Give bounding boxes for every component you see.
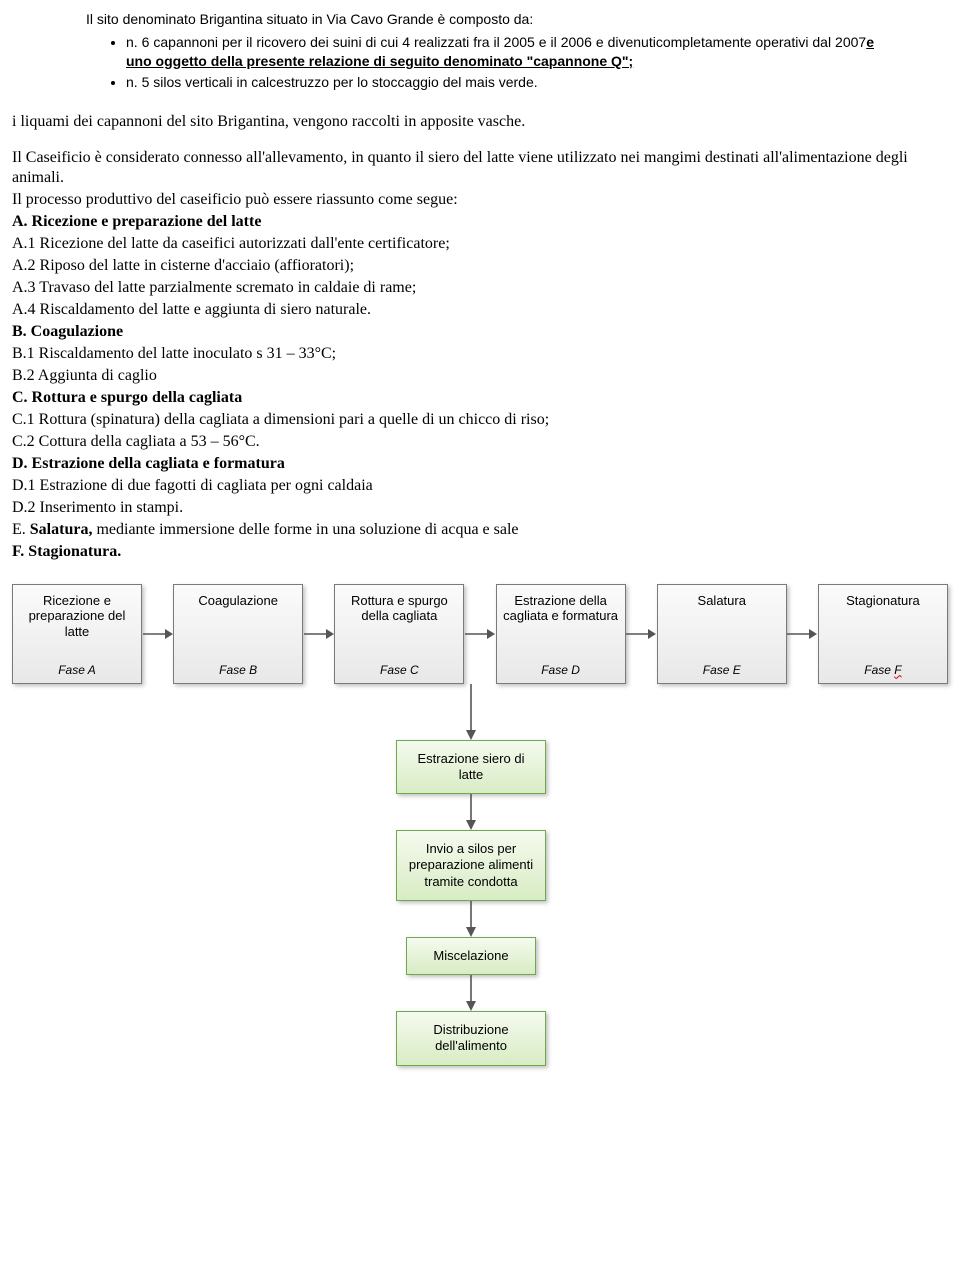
arrow-down-icon bbox=[463, 794, 479, 830]
arrow-right-icon bbox=[143, 584, 173, 684]
line-E: E. Salatura, mediante immersione delle f… bbox=[12, 520, 948, 540]
line-E-bold: Salatura, bbox=[30, 521, 93, 538]
line-A4: A.4 Riscaldamento del latte e aggiunta d… bbox=[12, 300, 948, 320]
para-processo: Il processo produttivo del caseificio pu… bbox=[12, 190, 948, 210]
phase-C-title: Rottura e spurgo della cagliata bbox=[341, 593, 457, 624]
site-bullets: n. 6 capannoni per il ricovero dei suini… bbox=[86, 33, 874, 92]
phase-F-label-pre: Fase bbox=[864, 663, 894, 677]
phase-D-title: Estrazione della cagliata e formatura bbox=[503, 593, 619, 624]
arrow-right-icon bbox=[465, 584, 495, 684]
phase-row: Ricezione e preparazione del latte Fase … bbox=[6, 584, 954, 684]
step-distribuzione: Distribuzione dell'alimento bbox=[396, 1011, 546, 1066]
section-B-heading: B. Coagulazione bbox=[12, 322, 948, 342]
section-F-heading: F. Stagionatura. bbox=[12, 542, 948, 562]
line-D1: D.1 Estrazione di due fagotti di cagliat… bbox=[12, 476, 948, 496]
arrow-right-icon bbox=[787, 584, 817, 684]
phase-box-E: Salatura Fase E bbox=[657, 584, 787, 684]
phase-F-label: Fase F bbox=[825, 663, 941, 677]
arrow-right-icon bbox=[626, 584, 656, 684]
phase-box-F: Stagionatura Fase F bbox=[818, 584, 948, 684]
line-E-post: mediante immersione delle forme in una s… bbox=[92, 521, 518, 538]
step-invio-silos: Invio a silos per preparazione alimenti … bbox=[396, 830, 546, 901]
phase-box-A: Ricezione e preparazione del latte Fase … bbox=[12, 584, 142, 684]
section-A-heading: A. Ricezione e preparazione del latte bbox=[12, 212, 948, 232]
site-intro: Il sito denominato Brigantina situato in… bbox=[86, 10, 874, 29]
section-C-heading: C. Rottura e spurgo della cagliata bbox=[12, 388, 948, 408]
line-A2: A.2 Riposo del latte in cisterne d'accia… bbox=[12, 256, 948, 276]
step-estrazione-siero: Estrazione siero di latte bbox=[396, 740, 546, 795]
para-liquami: i liquami dei capannoni del sito Brigant… bbox=[12, 112, 948, 132]
phase-D-label: Fase D bbox=[503, 663, 619, 677]
flowchart: Ricezione e preparazione del latte Fase … bbox=[6, 584, 954, 1066]
phase-C-label: Fase C bbox=[341, 663, 457, 677]
phase-box-B: Coagulazione Fase B bbox=[173, 584, 303, 684]
arrow-right-icon bbox=[304, 584, 334, 684]
step-miscelazione: Miscelazione bbox=[406, 937, 536, 975]
phase-box-C: Rottura e spurgo della cagliata Fase C bbox=[334, 584, 464, 684]
arrow-down-icon bbox=[463, 901, 479, 937]
bullet1-text-a: n. 6 capannoni per il ricovero dei suini… bbox=[126, 34, 866, 50]
phase-E-label: Fase E bbox=[664, 663, 780, 677]
bullet-capannoni: n. 6 capannoni per il ricovero dei suini… bbox=[126, 33, 874, 71]
phase-E-title: Salatura bbox=[664, 593, 780, 609]
line-E-pre: E. bbox=[12, 521, 30, 538]
phase-F-label-squiggle: F bbox=[894, 663, 901, 677]
phase-B-title: Coagulazione bbox=[180, 593, 296, 609]
arrow-down-icon bbox=[463, 684, 479, 740]
line-A1: A.1 Ricezione del latte da caseifici aut… bbox=[12, 234, 948, 254]
line-C1: C.1 Rottura (spinatura) della cagliata a… bbox=[12, 410, 948, 430]
para-caseificio: Il Caseificio è considerato connesso all… bbox=[12, 148, 948, 188]
down-branch: Estrazione siero di latte Invio a silos … bbox=[6, 684, 954, 1066]
site-description: Il sito denominato Brigantina situato in… bbox=[86, 10, 874, 92]
line-D2: D.2 Inserimento in stampi. bbox=[12, 498, 948, 518]
line-C2: C.2 Cottura della cagliata a 53 – 56°C. bbox=[12, 432, 948, 452]
phase-F-title: Stagionatura bbox=[825, 593, 941, 609]
line-A3: A.3 Travaso del latte parzialmente screm… bbox=[12, 278, 948, 298]
phase-A-label: Fase A bbox=[19, 663, 135, 677]
body-text: i liquami dei capannoni del sito Brigant… bbox=[12, 112, 948, 562]
arrow-down-icon bbox=[463, 975, 479, 1011]
line-B2: B.2 Aggiunta di caglio bbox=[12, 366, 948, 386]
line-B1: B.1 Riscaldamento del latte inoculato s … bbox=[12, 344, 948, 364]
phase-box-D: Estrazione della cagliata e formatura Fa… bbox=[496, 584, 626, 684]
section-D-heading: D. Estrazione della cagliata e formatura bbox=[12, 454, 948, 474]
bullet-silos: n. 5 silos verticali in calcestruzzo per… bbox=[126, 73, 874, 92]
phase-A-title: Ricezione e preparazione del latte bbox=[19, 593, 135, 640]
phase-B-label: Fase B bbox=[180, 663, 296, 677]
